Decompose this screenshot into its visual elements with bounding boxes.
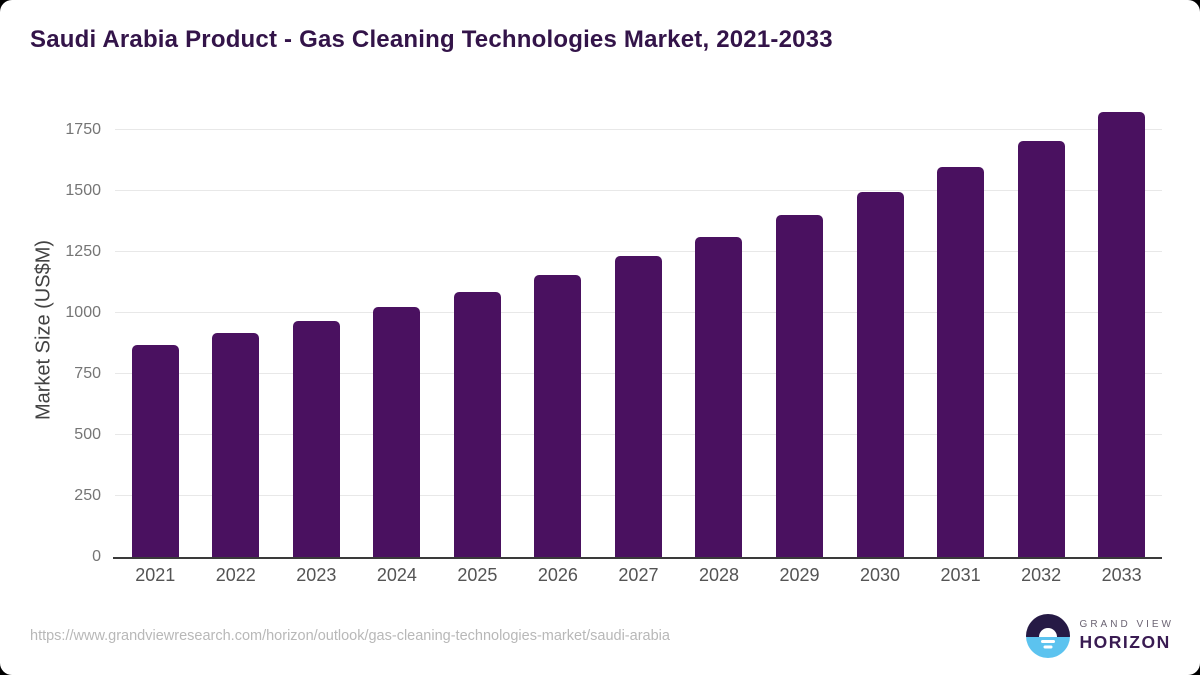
x-tick-label: 2023 xyxy=(296,565,337,585)
bar-slot xyxy=(357,105,438,557)
x-tick-label: 2027 xyxy=(618,565,659,585)
x-tick-label: 2031 xyxy=(940,565,981,585)
bar-slot xyxy=(759,105,840,557)
bar-slot xyxy=(840,105,921,557)
y-tick-label: 250 xyxy=(74,487,101,504)
y-tick-label: 1750 xyxy=(65,120,101,138)
bar xyxy=(373,306,421,557)
bar xyxy=(1017,140,1065,557)
footer: https://www.grandviewresearch.com/horizo… xyxy=(30,609,1174,663)
y-axis-title: Market Size (US$M) xyxy=(32,239,55,421)
x-tick-label: 2033 xyxy=(1101,565,1142,585)
source-url: https://www.grandviewresearch.com/horizo… xyxy=(30,628,670,644)
bar-slot xyxy=(679,105,760,557)
y-tick-label: 1000 xyxy=(65,303,101,321)
bar xyxy=(695,237,743,557)
x-axis-labels: 2021 2022 2023 2024 2025 2026 2027 2028 2029 2030… xyxy=(115,565,1162,586)
bar xyxy=(1098,111,1146,557)
bar xyxy=(131,344,179,557)
y-tick-label: 750 xyxy=(74,364,101,382)
bar-slot xyxy=(115,105,196,557)
x-tick-label: 2022 xyxy=(215,565,256,585)
bar-slot xyxy=(518,105,599,557)
horizon-sun-icon xyxy=(1025,614,1070,658)
bar-slot xyxy=(598,105,679,557)
bar xyxy=(453,292,501,557)
bar-slot xyxy=(920,105,1001,557)
gridline xyxy=(115,128,1162,130)
bars-container xyxy=(115,105,1162,557)
gridline xyxy=(115,250,1162,252)
bar xyxy=(937,167,985,557)
gridline xyxy=(115,189,1162,191)
y-tick-label: 0 xyxy=(92,548,101,565)
x-tick-label: 2026 xyxy=(537,565,578,585)
logo-product-name: HORIZON xyxy=(1079,632,1171,652)
y-tick-label: 1500 xyxy=(65,181,101,199)
x-tick-label: 2029 xyxy=(779,565,820,585)
bar-chart-plot-area: 0 250 500 750 1000 1250 1500 1750 xyxy=(65,105,1162,565)
x-tick-label: 2021 xyxy=(135,565,176,585)
logo-brand-name: GRAND VIEW xyxy=(1079,619,1174,630)
bar xyxy=(212,333,260,557)
bar-slot xyxy=(1001,105,1082,557)
y-tick-label: 1250 xyxy=(65,242,101,260)
bar-slot xyxy=(276,105,357,557)
x-tick-label: 2024 xyxy=(376,565,417,585)
x-tick-label: 2032 xyxy=(1021,565,1062,585)
bar xyxy=(292,320,340,557)
bar-slot xyxy=(437,105,518,557)
x-tick-label: 2028 xyxy=(698,565,739,585)
x-tick-label: 2030 xyxy=(860,565,901,585)
logo-text: GRAND VIEW HORIZON xyxy=(1080,619,1174,653)
grand-view-horizon-logo: GRAND VIEW HORIZON xyxy=(1025,614,1174,658)
x-tick-label: 2025 xyxy=(457,565,498,585)
y-tick-label: 500 xyxy=(74,425,101,443)
bar xyxy=(534,275,582,557)
bar xyxy=(776,215,824,557)
bar-slot xyxy=(1081,105,1162,557)
chart-title: Saudi Arabia Product - Gas Cleaning Tech… xyxy=(30,26,833,53)
bar xyxy=(614,256,662,557)
bar xyxy=(856,192,904,557)
bar-slot xyxy=(196,105,277,557)
x-axis-line xyxy=(113,557,1162,559)
